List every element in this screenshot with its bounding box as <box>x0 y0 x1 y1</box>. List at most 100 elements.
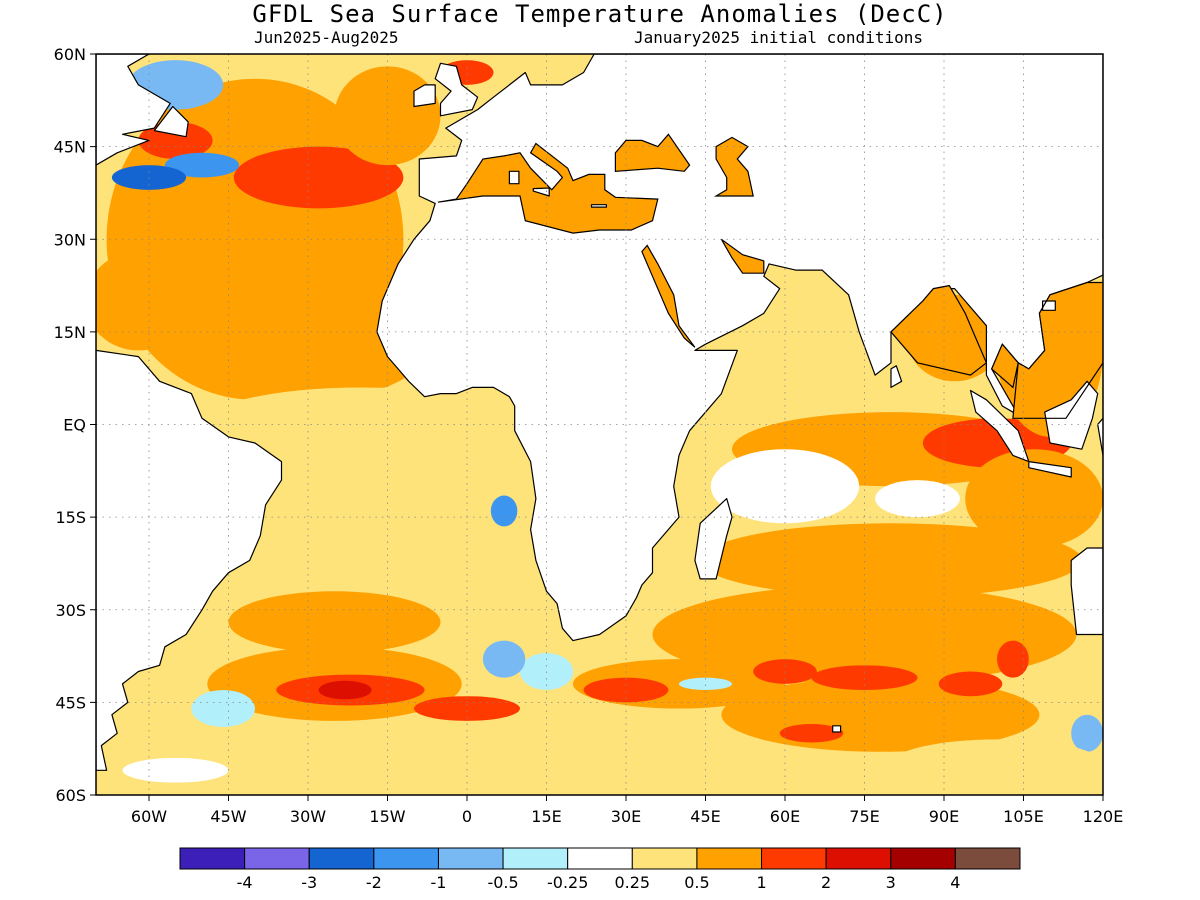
black-sea-coastline <box>614 133 691 172</box>
lon-tick-label: 0 <box>462 807 472 826</box>
anomaly-patch <box>1071 714 1103 752</box>
colorbar-label: -0.25 <box>547 873 588 892</box>
sumatra-land <box>969 389 1030 463</box>
colorbar-swatch <box>696 847 763 870</box>
newfoundland-land <box>153 105 189 138</box>
java-land <box>1028 461 1072 478</box>
lat-tick-label: 60N <box>54 45 86 64</box>
colorbar-label: -1 <box>430 873 446 892</box>
colorbar-swatch <box>502 847 569 870</box>
anomaly-patch <box>191 690 255 728</box>
colorbar-swatch <box>437 847 504 870</box>
colorbar-label: 1 <box>756 873 766 892</box>
map-title: GFDL Sea Surface Temperature Anomalies (… <box>252 0 948 28</box>
bay-of-bengal-coastline <box>890 284 988 376</box>
australia-land <box>1070 547 1103 636</box>
lon-tick-label: 45E <box>690 807 720 826</box>
caspian-sea-coastline <box>713 136 754 197</box>
colorbar-swatch <box>761 847 827 870</box>
initial-conditions: January2025 initial conditions <box>634 28 923 47</box>
lon-tick-label: 90E <box>929 807 959 826</box>
lat-tick-label: 30N <box>54 230 86 249</box>
sri-lanka-land <box>890 365 903 388</box>
crete-land <box>590 204 608 208</box>
colorbar-label: -3 <box>301 873 317 892</box>
great-britain-land <box>434 62 479 117</box>
lat-tick-label: 45N <box>54 138 86 157</box>
anomaly-patch <box>233 146 404 209</box>
colorbar-swatch <box>890 847 956 870</box>
lat-tick-label: 15N <box>54 323 86 342</box>
lon-tick-label: 30E <box>611 807 641 826</box>
anomaly-patch <box>96 251 192 351</box>
gulf-of-thailand <box>991 344 1019 388</box>
anomaly-patch <box>318 680 372 700</box>
americas-land <box>96 54 171 166</box>
lon-tick-label: 120E <box>1083 807 1124 826</box>
gridlines <box>96 54 1103 795</box>
sulawesi-land <box>1097 417 1103 456</box>
colorbar-label: 4 <box>950 873 960 892</box>
anomaly-patch <box>779 723 844 743</box>
anomaly-patch <box>997 640 1029 678</box>
colorbar-swatch <box>373 847 439 870</box>
colorbar-label: -0.5 <box>487 873 518 892</box>
red-sea-coastline <box>641 244 696 348</box>
lat-tick-label: 30S <box>55 601 86 620</box>
gulf-of-thailand-coastline <box>990 343 1019 389</box>
colorbar-swatch <box>244 847 310 870</box>
greenland-land <box>227 54 230 55</box>
anomaly-patch <box>228 591 441 653</box>
anomaly-field <box>96 60 1103 789</box>
anomaly-patch <box>164 152 240 178</box>
colorbar-label: 3 <box>886 873 896 892</box>
red-sea <box>641 245 695 348</box>
mediterranean-sea-coastline <box>437 142 659 234</box>
colorbar-label: 2 <box>821 873 831 892</box>
anomaly-patch <box>875 480 960 518</box>
colorbar-swatch <box>308 847 375 870</box>
latitude-labels: 60N 45N 30N 15N EQ 15S 30S 45S 60S <box>54 45 96 805</box>
anomaly-patch <box>679 677 732 691</box>
anomaly-patch <box>700 523 1082 598</box>
anomaly-patch <box>811 665 918 691</box>
forecast-period: Jun2025-Aug2025 <box>254 28 399 47</box>
anomaly-patch <box>891 739 1103 789</box>
colorbar-swatch <box>825 847 892 870</box>
anomaly-patch <box>583 677 669 703</box>
colorbar-swatch <box>631 847 698 870</box>
anomaly-patch <box>652 585 1077 684</box>
persian-gulf-coastline <box>720 238 765 274</box>
south-china-sea-coastline <box>1012 281 1103 419</box>
taiwan-land <box>1102 281 1103 285</box>
iceland-land <box>340 11 393 30</box>
anomaly-patch <box>191 301 425 400</box>
anomaly-patch <box>202 387 520 462</box>
lon-tick-label: 15E <box>531 807 561 826</box>
lon-tick-label: 105E <box>1003 807 1044 826</box>
south-america-land <box>96 349 283 771</box>
colorbar-label: 0.25 <box>614 873 650 892</box>
longitude-labels: 60W 45W 30W 15W 0 15E 30E 45E 60E 75E 90E 105E 120E <box>131 795 1123 826</box>
landmasses <box>96 11 1103 771</box>
lon-tick-label: 60E <box>770 807 800 826</box>
colorbar-label: 0.5 <box>684 873 709 892</box>
lon-tick-label: 30W <box>290 807 326 826</box>
hainan-land <box>1041 300 1056 311</box>
lat-tick-label: 60S <box>55 786 86 805</box>
lon-tick-label: 75E <box>849 807 879 826</box>
lon-tick-label: 60W <box>131 807 167 826</box>
persian-gulf <box>721 239 764 274</box>
anomaly-patch <box>938 671 1003 697</box>
lon-tick-label: 45W <box>210 807 246 826</box>
borneo-land <box>1044 380 1099 450</box>
black-sea <box>615 134 690 172</box>
anomaly-patch <box>710 449 860 524</box>
lon-tick-label: 15W <box>369 807 405 826</box>
sardinia-land <box>508 170 520 185</box>
lat-tick-label: EQ <box>63 416 86 435</box>
colorbar: -4 -3 -2 -1 -0.5 -0.25 0.25 0.5 1 2 3 4 <box>179 847 1021 892</box>
lat-tick-label: 45S <box>55 693 86 712</box>
madagascar-land <box>694 498 733 580</box>
colorbar-label: -2 <box>366 873 382 892</box>
